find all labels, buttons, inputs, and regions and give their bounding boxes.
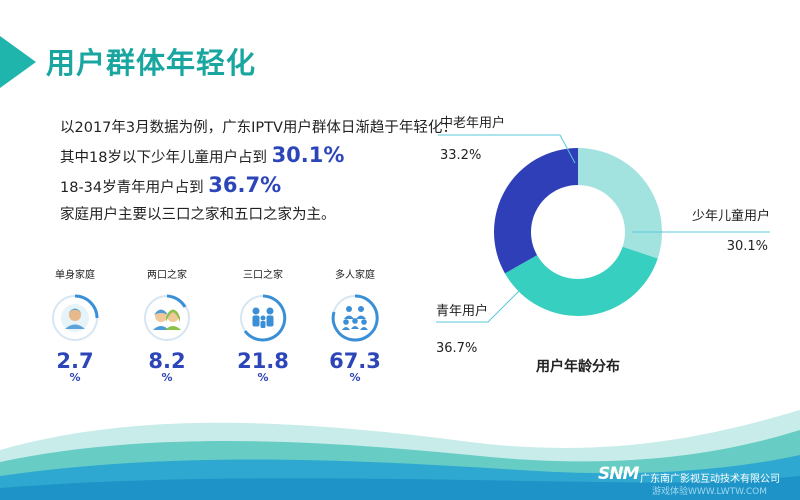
intro-line-4: 家庭用户主要以三口之家和五口之家为主。 bbox=[60, 207, 336, 223]
household-unit: % bbox=[69, 371, 81, 384]
single-person-icon bbox=[52, 294, 99, 341]
household-value: 2.7 bbox=[56, 349, 94, 373]
page-title: 用户群体年轻化 bbox=[46, 46, 257, 80]
young-adult-share: 36.7% bbox=[208, 173, 282, 197]
donut-slice bbox=[578, 148, 662, 259]
couple-icon bbox=[144, 294, 190, 341]
slice-name-label: 少年儿童用户 bbox=[692, 208, 770, 224]
slice-leader-line bbox=[438, 134, 576, 164]
household-value: 21.8 bbox=[237, 349, 289, 373]
intro-line-1: 以2017年3月数据为例，广东IPTV用户群体日渐趋于年轻化： bbox=[60, 120, 457, 136]
footer-wave bbox=[0, 410, 800, 500]
intro-line-2: 其中18岁以下少年儿童用户占到 30.1% bbox=[60, 145, 460, 168]
chart-title: 用户年龄分布 bbox=[536, 358, 620, 375]
household-unit: % bbox=[161, 371, 173, 384]
youth-children-share: 30.1% bbox=[271, 143, 345, 167]
donut-slice bbox=[504, 246, 658, 316]
household-card-couple: 两口之家 8.2 % bbox=[132, 268, 202, 384]
company-logo: SNM bbox=[598, 464, 639, 484]
household-card-three: 三口之家 21.8 % bbox=[228, 268, 298, 384]
intro-line-3-text: 18-34岁青年用户占到 bbox=[60, 180, 204, 196]
household-label: 单身家庭 bbox=[55, 270, 95, 281]
household-value: 67.3 bbox=[329, 349, 381, 373]
household-unit: % bbox=[349, 371, 361, 384]
slice-name-label: 青年用户 bbox=[436, 303, 488, 319]
company-name: 广东南广影视互动技术有限公司 bbox=[640, 474, 780, 485]
household-card-single: 单身家庭 2.7 % bbox=[40, 268, 110, 384]
intro-text: 以2017年3月数据为例，广东IPTV用户群体日渐趋于年轻化： 其中18岁以下少… bbox=[60, 118, 460, 232]
household-label: 三口之家 bbox=[243, 270, 283, 281]
slice-leader-line bbox=[436, 289, 521, 323]
household-label: 多人家庭 bbox=[335, 270, 375, 281]
watermark: 游戏体验WWW.LWTW.COM bbox=[652, 487, 767, 497]
donut-slice bbox=[494, 148, 578, 274]
slice-value-label: 30.1% bbox=[727, 239, 768, 254]
slice-name-label: 中老年用户 bbox=[440, 115, 505, 131]
household-stats: 单身家庭 2.7 % 两口之家 8.2 % 三口之家 bbox=[40, 268, 440, 408]
household-card-multi: 多人家庭 67.3 % bbox=[320, 268, 390, 384]
title-triangle-icon bbox=[0, 36, 36, 88]
family-of-three-icon bbox=[240, 294, 287, 342]
intro-line-3: 18-34岁青年用户占到 36.7% bbox=[60, 175, 460, 198]
slice-value-label: 33.2% bbox=[440, 148, 481, 163]
household-value: 8.2 bbox=[148, 349, 186, 373]
slice-value-label: 36.7% bbox=[436, 341, 477, 356]
title-bar: 用户群体年轻化 bbox=[0, 36, 800, 88]
household-unit: % bbox=[257, 371, 269, 384]
household-label: 两口之家 bbox=[147, 270, 187, 281]
multi-person-family-icon bbox=[331, 294, 379, 342]
intro-line-2-text: 其中18岁以下少年儿童用户占到 bbox=[60, 150, 267, 166]
